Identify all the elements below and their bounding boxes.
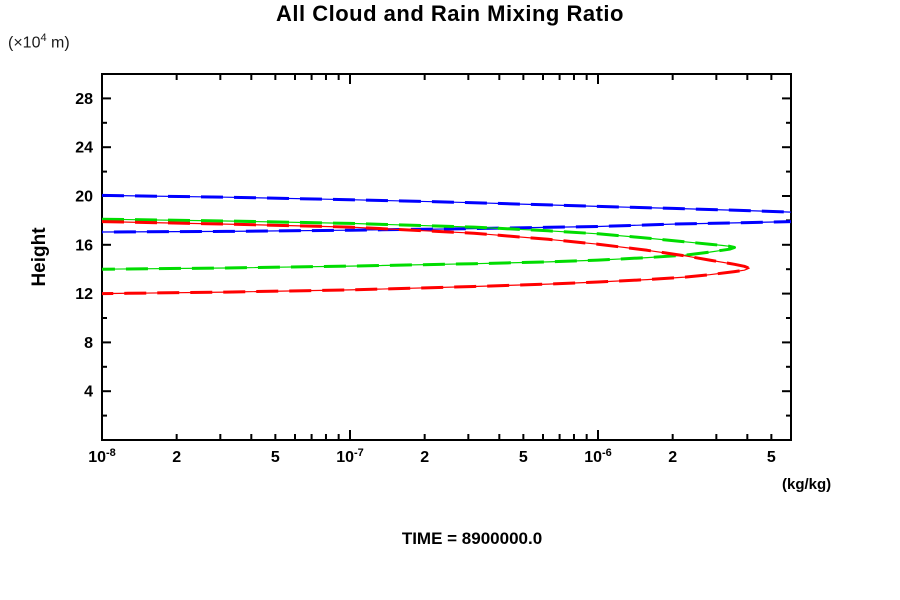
x-decade-label: 10-6 (584, 447, 612, 466)
y-tick-label: 24 (75, 140, 93, 157)
series-group (102, 193, 791, 296)
red-profile-dashes (102, 220, 751, 296)
y-unit-suffix: m) (46, 34, 70, 52)
chart-title: All Cloud and Rain Mixing Ratio (276, 1, 624, 26)
y-tick-label: 8 (84, 335, 93, 352)
x-minor-tick-label: 5 (271, 449, 280, 466)
y-tick-label: 12 (75, 286, 93, 303)
x-minor-tick-label: 2 (668, 449, 677, 466)
x-axis-unit-label: (kg/kg) (782, 476, 832, 493)
x-decade-label: 10-8 (88, 447, 116, 466)
green-profile-dashes (102, 217, 736, 271)
y-unit-exponent: 4 (40, 32, 47, 44)
y-tick-label: 28 (75, 91, 93, 108)
blue-profile-dashes (102, 193, 791, 234)
axes-group (101, 73, 792, 441)
x-minor-tick-label: 5 (767, 449, 776, 466)
x-decade-label: 10-7 (336, 447, 364, 466)
x-minor-tick-label: 5 (519, 449, 528, 466)
tick-labels-group: 4 8 12 16 20 24 28 10-8 10-7 10-6 2 5 2 5 2 5 (75, 91, 776, 466)
y-tick-label: 4 (84, 384, 93, 401)
x-minor-tick-label: 2 (172, 449, 181, 466)
time-annotation: TIME = 8900000.0 (401, 529, 543, 548)
x-minor-tick-label: 2 (420, 449, 429, 466)
y-tick-label: 16 (75, 237, 93, 254)
plot-border (101, 73, 792, 441)
y-unit-prefix: (×10 (8, 34, 41, 52)
y-tick-label: 20 (75, 189, 93, 206)
y-axis-unit-label: (×104 m) (8, 32, 70, 52)
